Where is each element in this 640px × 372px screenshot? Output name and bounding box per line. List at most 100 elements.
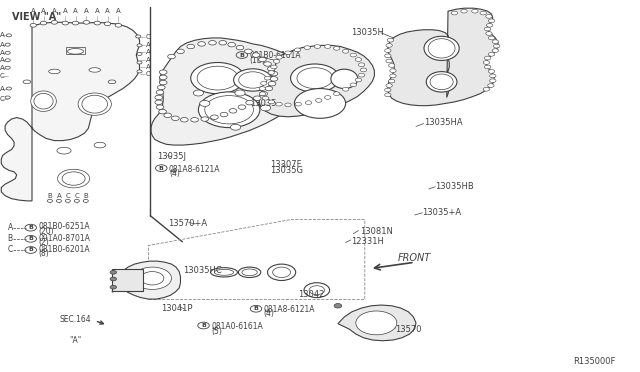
Text: (1B): (1B) [250, 56, 266, 65]
Circle shape [137, 61, 142, 64]
Circle shape [304, 46, 310, 49]
Circle shape [304, 283, 330, 298]
Circle shape [62, 172, 85, 185]
Text: VIEW "A": VIEW "A" [12, 12, 61, 22]
Circle shape [385, 54, 391, 58]
Text: A: A [146, 64, 150, 70]
Circle shape [342, 49, 349, 53]
Ellipse shape [94, 142, 106, 148]
Text: A: A [116, 8, 121, 14]
Text: 12331H: 12331H [351, 237, 383, 246]
Circle shape [483, 87, 490, 91]
Circle shape [209, 41, 216, 45]
Circle shape [94, 21, 100, 25]
Text: 13570+A: 13570+A [168, 219, 207, 228]
Polygon shape [388, 8, 498, 106]
Circle shape [273, 267, 291, 278]
Circle shape [110, 270, 116, 274]
Circle shape [294, 89, 346, 118]
Circle shape [270, 77, 278, 81]
Circle shape [259, 57, 266, 62]
Circle shape [234, 69, 272, 91]
Circle shape [110, 277, 116, 281]
Circle shape [285, 103, 291, 107]
Circle shape [177, 49, 184, 54]
Circle shape [137, 70, 142, 73]
Circle shape [268, 67, 275, 71]
Circle shape [6, 87, 12, 90]
Circle shape [297, 68, 333, 89]
Circle shape [358, 63, 365, 67]
Text: C: C [0, 96, 4, 102]
Circle shape [110, 285, 116, 289]
Text: (20): (20) [38, 227, 54, 236]
Circle shape [309, 286, 324, 295]
Text: A: A [0, 50, 4, 56]
Text: 13041P: 13041P [161, 304, 193, 312]
Text: B: B [47, 193, 52, 199]
Text: A: A [63, 8, 68, 14]
Circle shape [333, 46, 340, 50]
Text: 13035G: 13035G [270, 166, 303, 175]
Ellipse shape [239, 267, 261, 278]
Circle shape [104, 22, 111, 26]
Circle shape [461, 9, 467, 13]
Text: A: A [84, 8, 89, 14]
Circle shape [356, 311, 397, 335]
Text: (4): (4) [169, 169, 180, 178]
Text: B: B [159, 166, 164, 171]
Text: A: A [52, 8, 57, 14]
Circle shape [490, 79, 496, 83]
Text: B: B [28, 247, 33, 253]
Circle shape [488, 36, 495, 40]
Ellipse shape [78, 93, 111, 115]
Circle shape [74, 199, 79, 202]
Circle shape [350, 83, 356, 87]
Text: 081B0-6251A: 081B0-6251A [38, 222, 90, 231]
Text: 081B0-6161A: 081B0-6161A [250, 51, 301, 60]
Text: 081A0-6161A: 081A0-6161A [211, 322, 263, 331]
Text: B: B [253, 306, 259, 311]
Circle shape [390, 69, 396, 73]
Circle shape [65, 199, 70, 202]
Text: 13035J: 13035J [157, 152, 186, 161]
Circle shape [239, 72, 267, 88]
Circle shape [388, 64, 395, 67]
Circle shape [56, 199, 61, 202]
Circle shape [451, 11, 458, 15]
Circle shape [229, 109, 237, 113]
Circle shape [235, 90, 245, 96]
Ellipse shape [31, 91, 56, 112]
Circle shape [260, 81, 267, 85]
Text: C: C [74, 193, 79, 199]
Circle shape [386, 59, 392, 63]
Circle shape [191, 62, 244, 94]
Text: 091A0-8701A: 091A0-8701A [38, 234, 90, 243]
Circle shape [5, 59, 10, 62]
Circle shape [180, 118, 188, 122]
Circle shape [198, 92, 260, 128]
Text: B: B [28, 225, 33, 230]
Polygon shape [112, 261, 180, 299]
Circle shape [157, 85, 165, 90]
Circle shape [40, 21, 47, 25]
Text: A: A [105, 8, 110, 14]
Circle shape [211, 115, 218, 119]
Text: C: C [146, 71, 150, 77]
Circle shape [386, 44, 392, 47]
Text: A: A [56, 193, 61, 199]
Circle shape [350, 53, 356, 57]
Text: B: B [28, 236, 33, 241]
Ellipse shape [214, 269, 234, 275]
Polygon shape [259, 45, 374, 117]
Circle shape [172, 116, 179, 121]
Ellipse shape [430, 74, 453, 90]
Text: 13035H: 13035H [351, 28, 383, 37]
Ellipse shape [34, 93, 53, 109]
Text: 13035HC: 13035HC [183, 266, 222, 275]
Ellipse shape [242, 269, 257, 276]
Circle shape [159, 75, 167, 80]
Polygon shape [1, 22, 140, 201]
Circle shape [484, 65, 491, 69]
Circle shape [355, 78, 362, 82]
